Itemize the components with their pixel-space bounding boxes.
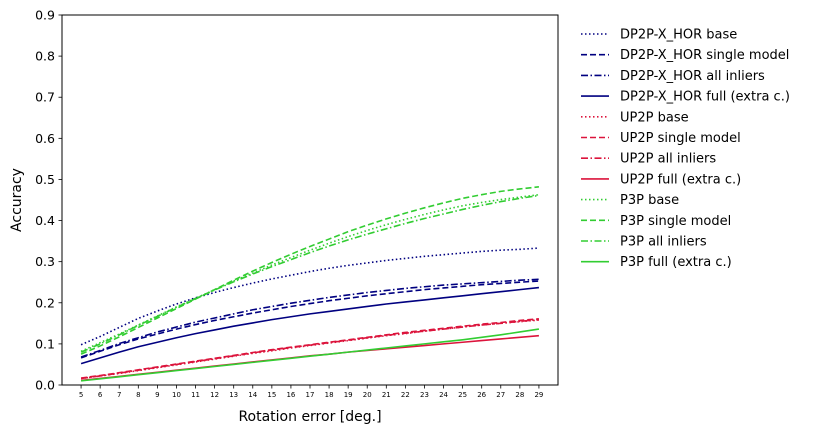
x-tick-label: 22	[401, 391, 410, 399]
x-tick-label: 29	[534, 391, 543, 399]
x-tick-label: 20	[363, 391, 372, 399]
x-tick-label: 17	[306, 391, 315, 399]
x-tick-label: 14	[248, 391, 257, 399]
legend-label-5: UP2P base	[620, 110, 689, 125]
x-tick-label: 23	[420, 391, 429, 399]
x-tick-label: 18	[325, 391, 334, 399]
x-tick-label: 19	[344, 391, 353, 399]
legend-label-7: UP2P all inliers	[620, 152, 716, 167]
legend-label-9: P3P base	[620, 193, 679, 208]
series-line-9	[80, 193, 540, 353]
x-tick-label: 27	[496, 391, 505, 399]
x-tick-label: 28	[515, 391, 524, 399]
y-tick-label: 0.5	[35, 172, 55, 187]
series-line-10	[80, 186, 540, 355]
y-axis: 0.0 0.1 0.2 0.3 0.4 0.5 0.6 0.7 0.8 0.9	[35, 8, 62, 393]
x-tick-label: 5	[79, 391, 83, 399]
legend: DP2P-X_HOR base DP2P-X_HOR single model DP…	[581, 28, 790, 270]
x-axis-label: Rotation error [deg.]	[238, 409, 381, 425]
legend-label-4: DP2P-X_HOR full (extra c.)	[620, 90, 790, 105]
legend-label-3: DP2P-X_HOR all inliers	[620, 69, 765, 84]
x-tick-label: 12	[210, 391, 219, 399]
legend-label-12: P3P full (extra c.)	[620, 255, 732, 270]
series-line-4	[80, 286, 540, 365]
legend-label-10: P3P single model	[620, 214, 731, 229]
x-tick-label: 21	[382, 391, 391, 399]
series-line-12	[80, 328, 540, 382]
x-tick-label: 13	[229, 391, 238, 399]
y-tick-label: 0.0	[35, 378, 55, 393]
y-tick-label: 0.1	[35, 336, 55, 351]
x-tick-label: 11	[191, 391, 200, 399]
legend-label-8: UP2P full (extra c.)	[620, 172, 741, 187]
x-tick-label: 10	[172, 391, 181, 399]
series-line-3	[80, 278, 539, 358]
y-tick-label: 0.9	[35, 8, 55, 23]
x-tick-label: 7	[117, 391, 121, 399]
y-axis-label: Accuracy	[9, 168, 25, 232]
x-axis: 5 6 7 8 9 10 11 12 13 14 15 16 17 18 19 20 21 22 23 24 25 26 2…	[79, 385, 543, 399]
y-tick-label: 0.7	[35, 90, 55, 105]
y-tick-label: 0.8	[35, 49, 55, 64]
y-tick-label: 0.4	[35, 213, 55, 228]
series-line-7	[80, 318, 539, 380]
series-line-11	[80, 194, 540, 353]
x-tick-label: 25	[458, 391, 467, 399]
legend-label-11: P3P all inliers	[620, 235, 707, 250]
legend-label-2: DP2P-X_HOR single model	[620, 48, 789, 63]
x-tick-label: 24	[439, 391, 448, 399]
series-line-2	[80, 280, 539, 359]
series-line-5	[80, 319, 539, 380]
x-tick-label: 8	[136, 391, 140, 399]
x-tick-label: 26	[477, 391, 486, 399]
legend-label-1: DP2P-X_HOR base	[620, 28, 737, 43]
series-line-1	[80, 247, 539, 346]
plot-frame	[61, 14, 559, 386]
legend-label-6: UP2P single model	[620, 131, 741, 146]
y-tick-label: 0.2	[35, 295, 55, 310]
y-tick-label: 0.6	[35, 131, 55, 146]
x-tick-label: 6	[98, 391, 103, 399]
x-tick-label: 9	[155, 391, 159, 399]
x-tick-label: 15	[267, 391, 276, 399]
plot-area	[80, 186, 540, 382]
x-tick-label: 16	[286, 391, 295, 399]
y-tick-label: 0.3	[35, 254, 55, 269]
